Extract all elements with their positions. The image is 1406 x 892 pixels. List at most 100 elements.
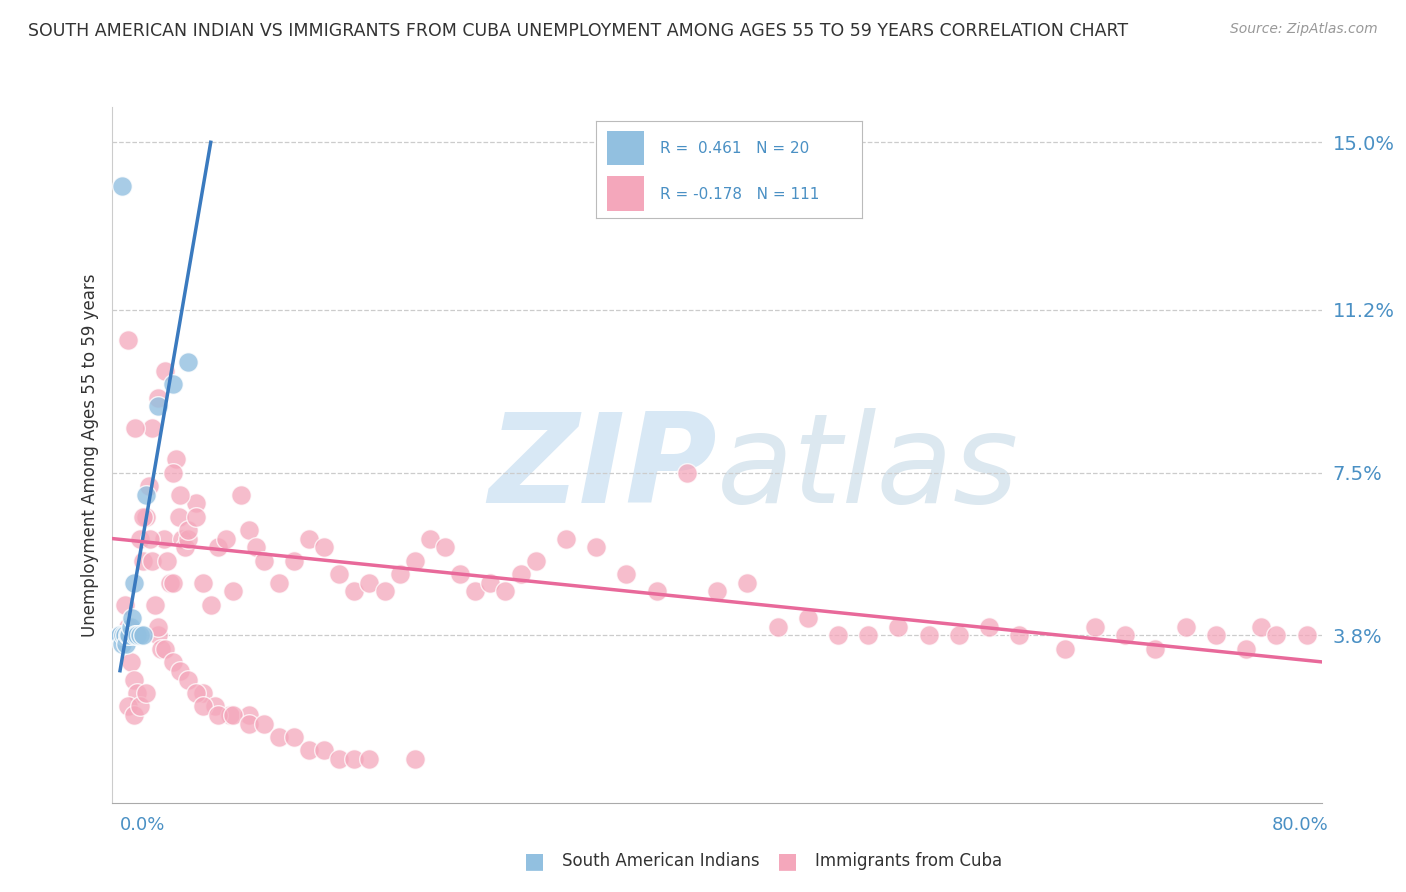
Point (153, 532, 176, 546)
Point (433, 541, 456, 555)
Point (184, 496, 207, 510)
Point (343, 752, 366, 766)
Point (222, 707, 245, 722)
Point (253, 716, 276, 731)
Point (207, 541, 229, 555)
Point (267, 575, 290, 590)
Point (117, 698, 139, 713)
Point (115, 637, 138, 651)
Point (283, 553, 305, 567)
Point (314, 541, 336, 555)
Point (419, 532, 441, 546)
Text: SOUTH AMERICAN INDIAN VS IMMIGRANTS FROM CUBA UNEMPLOYMENT AMONG AGES 55 TO 59 Y: SOUTH AMERICAN INDIAN VS IMMIGRANTS FROM… (28, 22, 1128, 40)
Point (146, 391, 169, 405)
Point (245, 541, 267, 555)
Point (1250, 620, 1272, 634)
Point (162, 655, 184, 669)
Point (120, 655, 142, 669)
Point (146, 400, 169, 414)
Point (141, 421, 163, 435)
Point (1205, 628, 1227, 642)
Point (169, 487, 191, 501)
Point (122, 673, 145, 687)
Point (388, 566, 411, 581)
Point (138, 479, 160, 493)
Point (509, 566, 531, 581)
Point (1265, 628, 1288, 642)
Point (108, 628, 131, 642)
Point (1084, 620, 1107, 634)
Point (159, 575, 181, 590)
Point (125, 628, 148, 642)
Point (162, 575, 184, 590)
Text: Immigrants from Cuba: Immigrants from Cuba (815, 852, 1002, 870)
Point (1174, 620, 1197, 634)
Text: 80.0%: 80.0% (1272, 816, 1329, 834)
Point (1114, 628, 1136, 642)
Point (238, 716, 260, 731)
Point (229, 487, 252, 501)
Point (215, 532, 238, 546)
Point (200, 598, 222, 612)
Point (328, 566, 350, 581)
Point (238, 707, 260, 722)
Point (253, 553, 276, 567)
Point (177, 523, 200, 537)
Point (122, 707, 145, 722)
Point (1295, 628, 1317, 642)
Point (343, 584, 366, 599)
Point (110, 637, 132, 651)
Point (135, 509, 157, 524)
Point (314, 743, 336, 757)
Point (128, 532, 150, 546)
Point (128, 698, 150, 713)
Point (374, 584, 396, 599)
Point (135, 686, 157, 700)
Point (139, 532, 162, 546)
Point (645, 584, 668, 599)
Point (108, 628, 131, 642)
Point (110, 179, 132, 194)
Point (856, 628, 880, 642)
Point (114, 628, 136, 642)
Point (222, 584, 245, 599)
Point (404, 752, 426, 766)
Point (149, 641, 172, 656)
Point (766, 620, 789, 634)
Point (616, 566, 638, 581)
Point (887, 620, 910, 634)
Point (204, 698, 226, 713)
Point (675, 466, 697, 480)
Point (1144, 641, 1167, 656)
Point (165, 452, 187, 467)
Point (524, 553, 547, 567)
Point (359, 575, 381, 590)
Point (184, 686, 207, 700)
Point (554, 532, 576, 546)
Point (132, 509, 155, 524)
Point (796, 611, 818, 625)
Point (174, 541, 197, 555)
Point (177, 532, 200, 546)
Text: atlas: atlas (717, 409, 1019, 529)
Point (585, 541, 607, 555)
Point (120, 620, 142, 634)
Point (112, 628, 135, 642)
Point (114, 598, 136, 612)
Point (495, 584, 517, 599)
Point (177, 355, 200, 369)
Point (132, 553, 155, 567)
Point (359, 752, 381, 766)
Text: ZIP: ZIP (488, 409, 717, 529)
Point (479, 575, 502, 590)
Point (124, 421, 146, 435)
Point (298, 532, 321, 546)
Point (167, 509, 190, 524)
Point (121, 611, 143, 625)
Point (143, 598, 166, 612)
Point (155, 364, 177, 378)
Point (1234, 641, 1257, 656)
Point (124, 628, 146, 642)
Point (298, 743, 321, 757)
Point (128, 628, 150, 642)
